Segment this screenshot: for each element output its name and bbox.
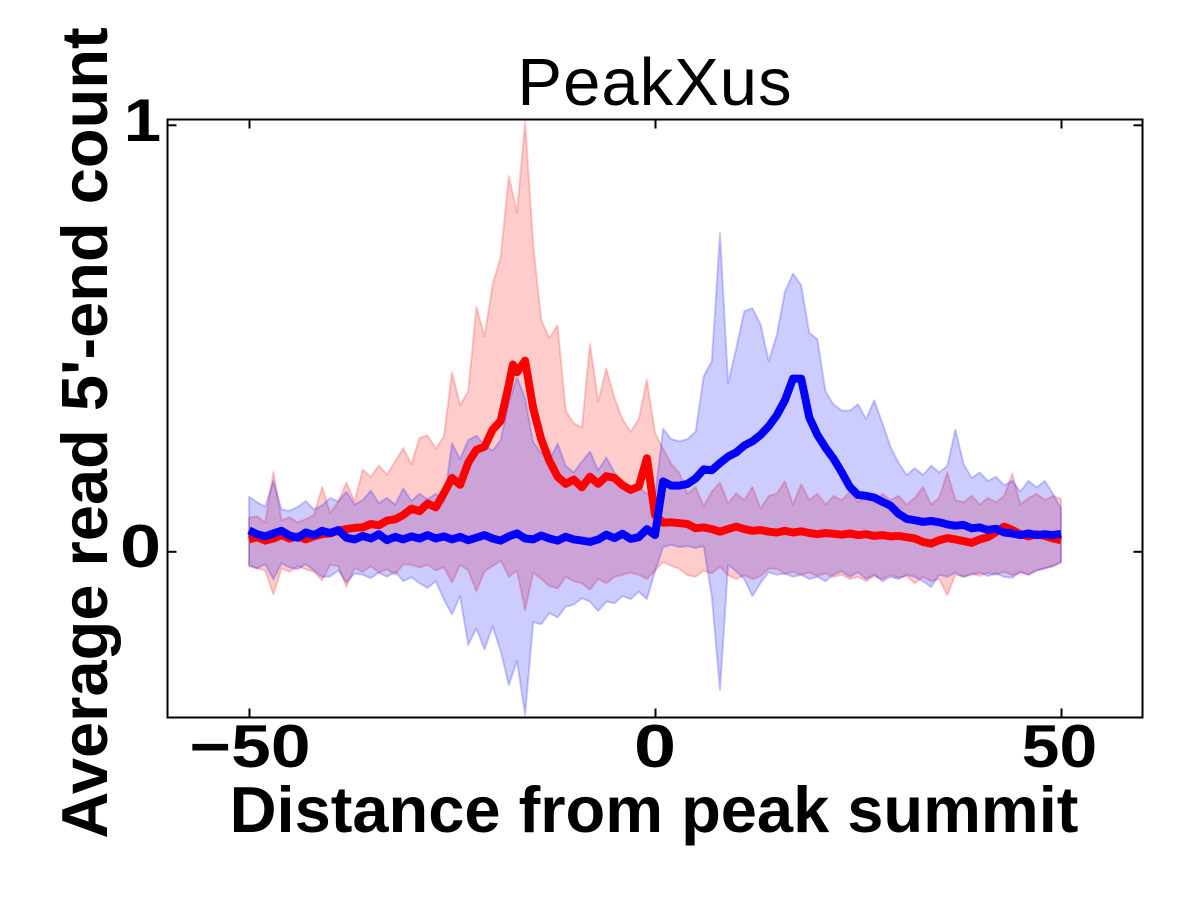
svg-text:0: 0: [120, 513, 161, 580]
svg-text:Distance from peak summit: Distance from peak summit: [230, 773, 1079, 846]
svg-text:−50: −50: [189, 712, 310, 779]
svg-text:50: 50: [1022, 713, 1097, 780]
svg-text:Average read 5'-end count: Average read 5'-end count: [48, 27, 121, 838]
svg-text:PeakXus: PeakXus: [517, 45, 792, 120]
svg-text:0: 0: [634, 713, 676, 780]
svg-text:1: 1: [124, 87, 161, 154]
